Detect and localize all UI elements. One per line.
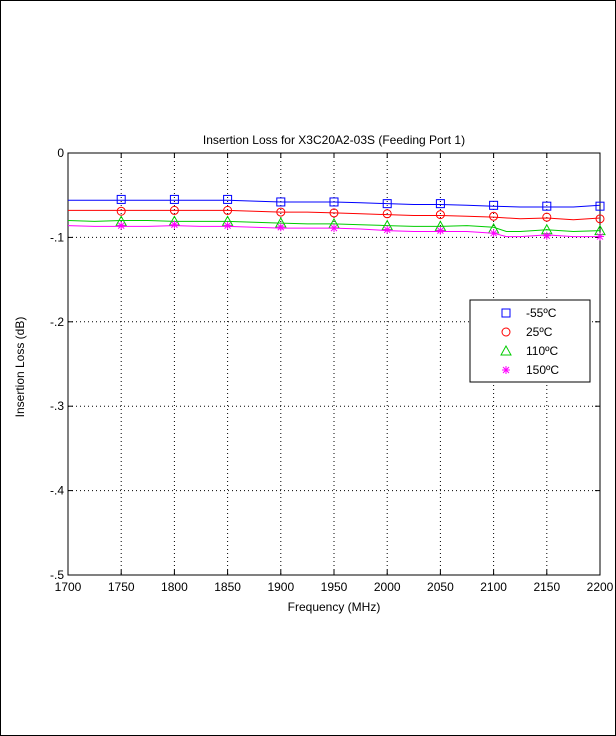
x-tick-label: 1950 xyxy=(321,580,348,594)
x-tick-label: 2050 xyxy=(427,580,454,594)
data-point-marker xyxy=(382,199,392,209)
x-tick-label: 2200 xyxy=(587,580,614,594)
data-point-marker xyxy=(276,197,286,207)
y-tick-label: 0 xyxy=(57,146,64,160)
data-point-marker xyxy=(542,201,552,211)
data-point-marker xyxy=(223,194,233,204)
series-4 xyxy=(67,220,604,241)
data-point-marker xyxy=(489,200,499,210)
y-axis-label: Insertion Loss (dB) xyxy=(13,317,27,418)
y-tick-label: -.2 xyxy=(50,315,64,329)
data-point-marker xyxy=(116,206,126,216)
x-tick-label: 2100 xyxy=(480,580,507,594)
y-tick-label: -.1 xyxy=(50,230,64,244)
data-series xyxy=(67,194,606,241)
legend-label: 150ºC xyxy=(526,363,559,377)
data-point-marker xyxy=(489,229,498,238)
legend-marker xyxy=(500,344,512,356)
data-point-marker xyxy=(116,194,126,204)
data-point-marker xyxy=(117,221,126,230)
data-point-marker xyxy=(436,226,445,235)
data-point-marker xyxy=(383,225,392,234)
data-point-marker xyxy=(223,221,232,230)
legend-label: 25ºC xyxy=(526,325,553,339)
axes: 1700 1750 1800 1850 1900 1950 2000 2050 2100 2150… xyxy=(50,146,614,594)
data-point-marker xyxy=(169,194,179,204)
data-point-marker xyxy=(329,208,339,218)
series-line xyxy=(67,220,601,233)
data-point-marker xyxy=(596,232,604,241)
y-tick-label: -.5 xyxy=(50,568,64,582)
series-line xyxy=(68,199,601,208)
data-point-marker xyxy=(595,201,605,211)
x-tick-label: 1700 xyxy=(55,580,82,594)
chart-title: Insertion Loss for X3C20A2-03S (Feeding … xyxy=(203,133,465,147)
series-line xyxy=(67,225,600,238)
data-point-marker xyxy=(329,197,339,207)
series-1 xyxy=(68,194,605,211)
legend-label: -55ºC xyxy=(526,306,557,320)
legend-marker xyxy=(502,366,510,374)
data-point-marker xyxy=(170,220,179,229)
data-point-marker xyxy=(276,207,286,217)
legend: -55ºC 25ºC 110ºC 150ºC xyxy=(469,299,591,383)
data-point-marker xyxy=(276,223,285,232)
data-point-marker xyxy=(382,209,392,219)
x-tick-label: 1850 xyxy=(214,580,241,594)
grid-lines xyxy=(68,153,600,575)
x-tick-label: 1750 xyxy=(108,580,135,594)
data-point-marker xyxy=(435,210,445,220)
series-2 xyxy=(68,205,605,224)
series-line xyxy=(68,209,601,221)
data-point-marker xyxy=(223,205,233,215)
data-point-marker xyxy=(489,211,499,221)
data-point-marker xyxy=(595,214,605,224)
legend-marker xyxy=(501,308,511,318)
y-tick-label: -.3 xyxy=(50,399,64,413)
legend-marker xyxy=(501,327,511,337)
data-point-marker xyxy=(330,224,338,233)
data-point-marker xyxy=(542,212,552,222)
data-point-marker xyxy=(542,231,551,240)
y-tick-label: -.4 xyxy=(50,484,64,498)
x-axis-label: Frequency (MHz) xyxy=(288,600,381,614)
legend-box xyxy=(469,299,591,383)
x-tick-label: 2000 xyxy=(374,580,401,594)
data-point-marker xyxy=(169,205,179,215)
x-tick-label: 1800 xyxy=(161,580,188,594)
legend-label: 110ºC xyxy=(526,344,559,358)
x-tick-label: 2150 xyxy=(533,580,560,594)
x-tick-label: 1900 xyxy=(267,580,294,594)
data-point-marker xyxy=(435,199,445,209)
